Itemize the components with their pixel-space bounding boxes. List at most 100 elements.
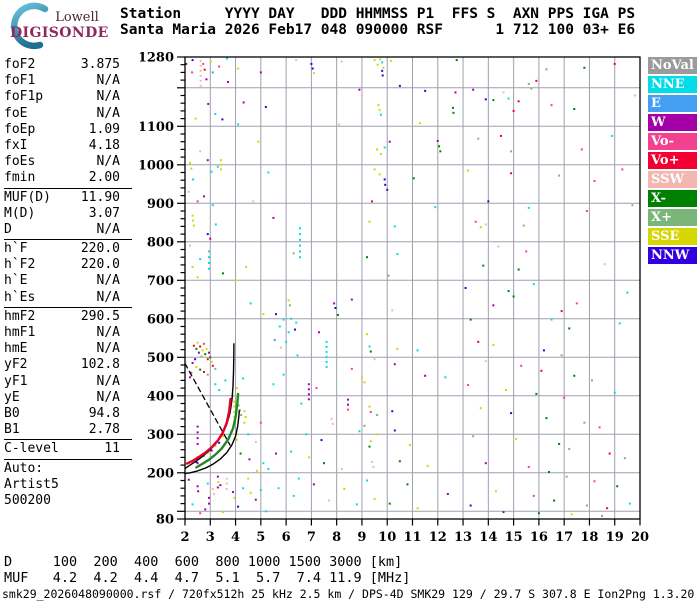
- legend-item-x-: X+: [648, 209, 697, 226]
- y-axis-tick-label: 500: [147, 351, 174, 366]
- param-label: h`F2: [4, 257, 36, 273]
- param-row-b0: B0 94.8: [4, 406, 120, 422]
- x-axis-tick-label: 13: [454, 530, 472, 545]
- x-axis-tick-label: 12: [429, 530, 447, 545]
- x-axis-tick-label: 2: [180, 530, 189, 545]
- param-row-hmf2: hmF2 290.5: [4, 309, 120, 325]
- x-axis-tick-label: 19: [606, 530, 624, 545]
- param-value: N/A: [96, 389, 120, 405]
- o-mode-echo-trace: [185, 397, 232, 465]
- grid-layer: [185, 57, 640, 519]
- param-row-yf1: yF1 N/A: [4, 374, 120, 390]
- param-value: 2.78: [88, 422, 120, 438]
- echo-dots-layer: [185, 57, 636, 517]
- x-mode-model-curve: [184, 410, 241, 475]
- param-row-fof2: foF2 3.875: [4, 57, 120, 73]
- divider: [4, 187, 132, 189]
- param-value: N/A: [96, 341, 120, 357]
- legend-item-e: E: [648, 95, 697, 112]
- param-value: 3.07: [88, 205, 120, 221]
- distance-row: D 100 200 400 600 800 1000 1500 3000 [km…: [4, 554, 403, 570]
- y-axis-tick-label: 1100: [140, 120, 174, 135]
- param-label: h`F: [4, 241, 28, 257]
- legend-item-x-: X-: [648, 190, 697, 207]
- param-label: foF2: [4, 57, 36, 72]
- param-label: yF2: [4, 357, 28, 373]
- x-axis-tick-label: 7: [307, 530, 316, 545]
- param-value: N/A: [96, 154, 120, 170]
- param-row-h-es: h`Es N/A: [4, 290, 120, 306]
- param-value: 102.8: [80, 357, 120, 373]
- x-axis-tick-label: 20: [631, 530, 649, 545]
- x-axis-tick-label: 6: [282, 530, 291, 545]
- ionogram-plot: 1280 1100 1000 900 800 700 600 500 400 300 200 80 2 3…: [140, 51, 649, 546]
- lowell-digisonde-logo: Lowell DIGISONDE: [4, 2, 116, 50]
- param-value: 1.09: [88, 121, 120, 137]
- y-axis-tick-label: 400: [147, 389, 174, 404]
- muf-table: D 100 200 400 600 800 1000 1500 3000 [km…: [4, 554, 411, 586]
- status-bar: smk29_2026048090000.rsf / 720fx512h 25 k…: [2, 587, 694, 601]
- param-row-h-f: h`F 220.0: [4, 241, 120, 257]
- x-mode-echo-trace: [195, 392, 240, 469]
- param-row-ye: yE N/A: [4, 390, 120, 406]
- param-row-h-e: h`E N/A: [4, 273, 120, 289]
- param-row-m-d-: M(D) 3.07: [4, 206, 120, 222]
- legend-item-noval: NoVal: [648, 57, 697, 74]
- param-row-c-level: C-level 11: [4, 441, 120, 457]
- logo-digisonde-text: DIGISONDE: [10, 25, 109, 41]
- param-row-foes: foEs N/A: [4, 154, 120, 170]
- param-value: 11.90: [80, 189, 120, 205]
- param-value: 11: [104, 441, 120, 457]
- param-value: N/A: [96, 105, 120, 121]
- legend-item-nnw: NNW: [648, 247, 697, 264]
- direction-legend: NoVal NNE E W Vo- Vo+ SSW X- X+ SSE NNW: [648, 57, 697, 266]
- param-value: N/A: [96, 325, 120, 340]
- param-label: foF1p: [4, 89, 44, 105]
- param-label: C-level: [4, 441, 59, 457]
- param-label: foEs: [4, 154, 36, 170]
- param-value: 220.0: [80, 257, 120, 273]
- crescent-icon: [11, 2, 49, 50]
- x-axis-tick-label: 4: [231, 530, 240, 545]
- x-axis-tick-label: 11: [403, 530, 421, 545]
- param-row-hme: hmE N/A: [4, 341, 120, 357]
- auto-scaler-line: Auto:: [4, 460, 44, 476]
- header-station-values: Santa Maria 2026 Feb17 048 090000 RSF 1 …: [120, 22, 636, 38]
- status-text: smk29_2026048090000.rsf / 720fx512h 25 k…: [2, 587, 695, 601]
- y-axis-tick-label: 80: [156, 513, 174, 528]
- y-axis-tick-label: 1000: [140, 158, 174, 173]
- param-label: M(D): [4, 205, 36, 221]
- x-axis-tick-label: 17: [555, 530, 573, 545]
- param-label: fxI: [4, 137, 28, 153]
- param-value: N/A: [96, 273, 120, 289]
- divider: [4, 439, 132, 441]
- param-value: 2.00: [88, 170, 120, 186]
- axes-layer: 1280 1100 1000 900 800 700 600 500 400 300 200 80 2 3…: [140, 51, 649, 546]
- param-row-muf-d-: MUF(D) 11.90: [4, 190, 120, 206]
- param-value: 220.0: [80, 241, 120, 257]
- muf-row: MUF 4.2 4.2 4.4 4.7 5.1 5.7 7.4 11.9 [MH…: [4, 569, 411, 586]
- param-row-fof1p: foF1p N/A: [4, 89, 120, 105]
- param-label: yF1: [4, 373, 28, 389]
- param-label: MUF(D): [4, 189, 51, 205]
- legend-item-w: W: [648, 114, 697, 131]
- y-axis-tick-label: 200: [147, 466, 174, 481]
- y-axis-tick-label: 900: [147, 197, 174, 212]
- divider: [4, 306, 132, 308]
- header-column-titles: Station YYYY DAY DDD HHMMSS P1 FFS S AXN…: [120, 6, 636, 22]
- param-value: 3.875: [80, 57, 120, 72]
- param-row-fof1: foF1 N/A: [4, 73, 120, 89]
- y-axis-tick-label: 600: [147, 312, 174, 327]
- param-row-foe: foE N/A: [4, 106, 120, 122]
- trace-layer: [184, 343, 241, 475]
- param-label: foF1: [4, 73, 36, 89]
- x-axis-tick-label: 15: [505, 530, 523, 545]
- y-axis-tick-label: 800: [147, 235, 174, 250]
- x-axis-tick-label: 9: [357, 530, 366, 545]
- param-label: hmE: [4, 341, 28, 357]
- param-value: 4.18: [88, 137, 120, 153]
- x-axis-tick-label: 14: [479, 530, 497, 545]
- y-axis-tick-label: 700: [147, 274, 174, 289]
- param-value: N/A: [96, 89, 120, 105]
- y-axis-tick-label: 1280: [140, 51, 174, 66]
